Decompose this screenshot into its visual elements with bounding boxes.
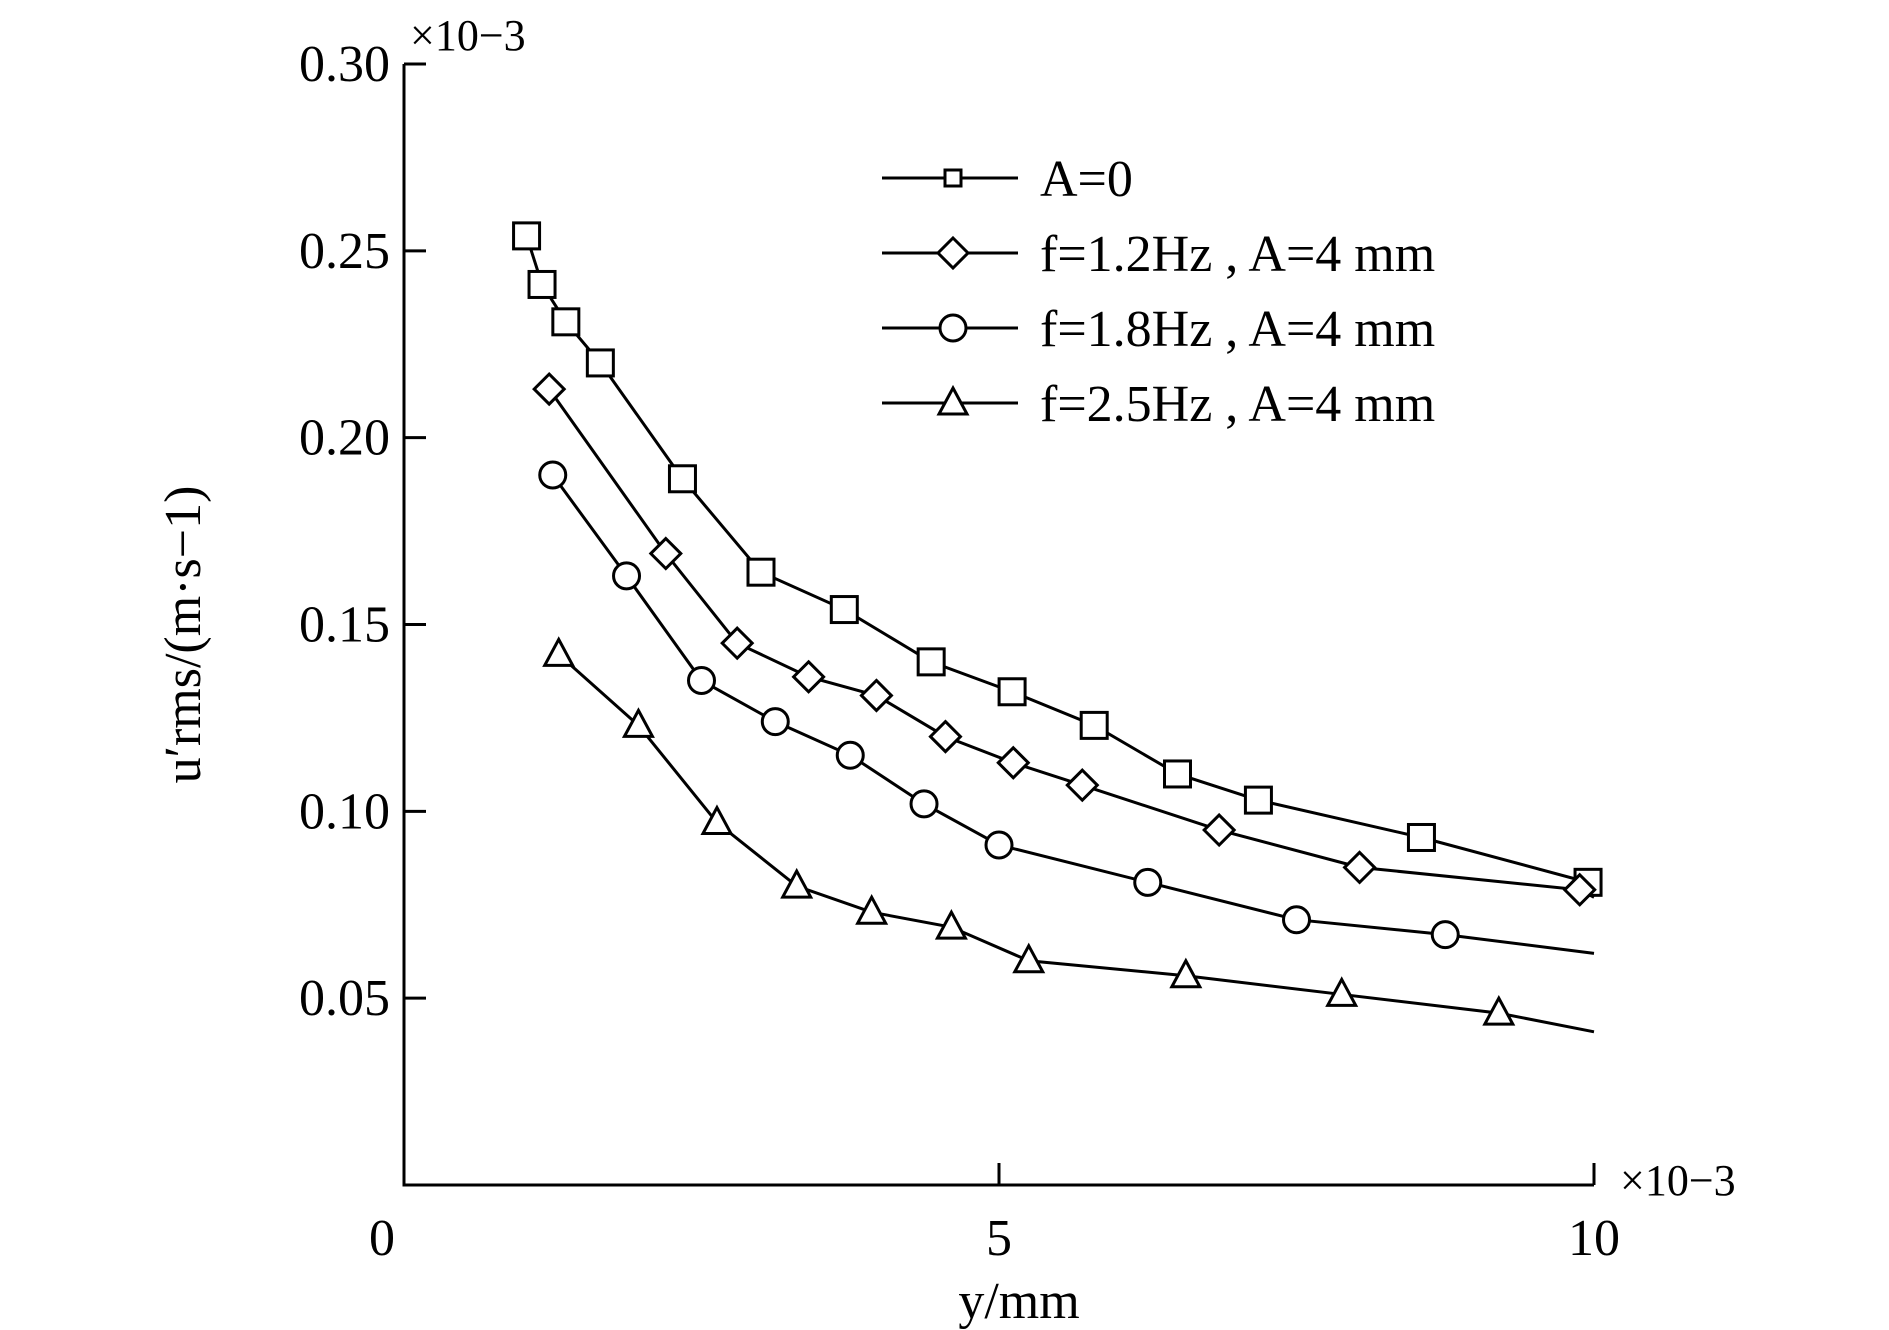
data-point-square <box>527 269 557 299</box>
data-point-circle <box>1133 867 1163 897</box>
data-point-circle <box>538 460 568 490</box>
data-point-diamond <box>928 719 963 754</box>
x-tick-label: 0 <box>369 1210 395 1267</box>
data-point-diamond <box>1562 872 1597 907</box>
series-line-circle <box>551 474 1595 955</box>
series-group <box>512 221 1603 1034</box>
data-point-diamond <box>532 371 567 407</box>
data-point-triangle <box>934 909 968 940</box>
data-point-square <box>667 464 697 494</box>
legend-entry: f=2.5Hz , A=4 mm <box>882 376 1435 433</box>
y-tick-label: 0.25 <box>299 223 390 280</box>
data-point-diamond <box>648 536 683 571</box>
data-point-diamond <box>996 745 1031 780</box>
data-point-square <box>551 307 581 337</box>
data-point-circle <box>612 561 642 591</box>
legend-marker-circle <box>938 313 968 343</box>
legend-marker-diamond <box>935 235 971 271</box>
data-point-triangle <box>542 636 576 667</box>
legend-label: f=1.8Hz , A=4 mm <box>1040 301 1435 358</box>
legend-label: f=1.2Hz , A=4 mm <box>1040 226 1435 283</box>
data-point-circle <box>1430 920 1460 950</box>
data-point-square <box>1079 710 1109 740</box>
y-axis-title: u′rms/(m·s−1) <box>155 486 212 784</box>
data-point-square <box>1163 759 1192 789</box>
data-point-diamond <box>791 659 826 694</box>
x-tick-label: 5 <box>986 1210 1012 1267</box>
data-point-circle <box>909 789 939 819</box>
legend-label: A=0 <box>1040 151 1133 208</box>
series-square <box>512 221 1603 897</box>
legend-entry: f=1.2Hz , A=4 mm <box>882 226 1435 283</box>
data-point-diamond <box>720 626 755 661</box>
data-point-triangle <box>780 867 814 899</box>
data-point-diamond <box>1065 768 1100 803</box>
data-point-square <box>916 647 946 677</box>
data-point-square <box>585 348 615 378</box>
x-tick-label: 10 <box>1568 1210 1620 1267</box>
data-point-circle <box>760 707 790 737</box>
data-point-triangle <box>1012 942 1046 974</box>
data-point-triangle <box>1169 957 1203 989</box>
y-multiplier: ×10−3 <box>410 11 526 60</box>
y-tick-label: 0.30 <box>299 36 390 93</box>
y-tick-label: 0.20 <box>299 410 390 467</box>
y-tick-label: 0.05 <box>299 970 390 1027</box>
series-triangle <box>542 636 1595 1034</box>
data-point-circle <box>1282 905 1311 935</box>
data-point-triangle <box>621 707 655 738</box>
x-multiplier: ×10−3 <box>1620 1156 1736 1205</box>
data-point-square <box>997 677 1027 707</box>
y-tick-label: 0.15 <box>299 597 390 654</box>
axis-labels: ×10−3 ×10−3 y/mm u′rms/(m·s−1) <box>155 11 1736 1330</box>
data-point-square <box>1243 785 1273 815</box>
legend-entry: A=0 <box>882 151 1133 208</box>
data-point-square <box>829 595 859 625</box>
legend-marker-square <box>943 168 963 188</box>
data-point-circle <box>687 666 716 696</box>
data-point-circle <box>984 830 1014 860</box>
data-point-square <box>512 221 542 251</box>
data-point-triangle <box>855 894 889 925</box>
series-line-diamond <box>547 388 1595 899</box>
y-tick-label: 0.10 <box>299 783 390 840</box>
data-point-diamond <box>1342 850 1377 885</box>
data-point-square <box>1406 822 1436 852</box>
legend-entry: f=1.8Hz , A=4 mm <box>882 301 1435 358</box>
series-diamond <box>532 371 1597 907</box>
legend-marker-triangle <box>936 384 970 416</box>
legend: A=0 f=1.2Hz , A=4 mm f=1.8Hz , A=4 mm f=2.5… <box>882 151 1435 433</box>
data-point-triangle <box>1325 976 1359 1007</box>
series-circle <box>538 460 1595 955</box>
x-axis-title: y/mm <box>958 1273 1079 1330</box>
ticks: 0.05 0.10 0.15 0.20 0.25 0.30 0 5 10 <box>299 36 1620 1267</box>
data-point-diamond <box>859 678 894 713</box>
data-point-diamond <box>1202 812 1237 848</box>
data-point-triangle <box>700 804 734 836</box>
data-point-circle <box>835 740 865 770</box>
data-point-square <box>746 557 776 587</box>
legend-label: f=2.5Hz , A=4 mm <box>1040 376 1435 433</box>
data-point-triangle <box>1482 994 1516 1026</box>
